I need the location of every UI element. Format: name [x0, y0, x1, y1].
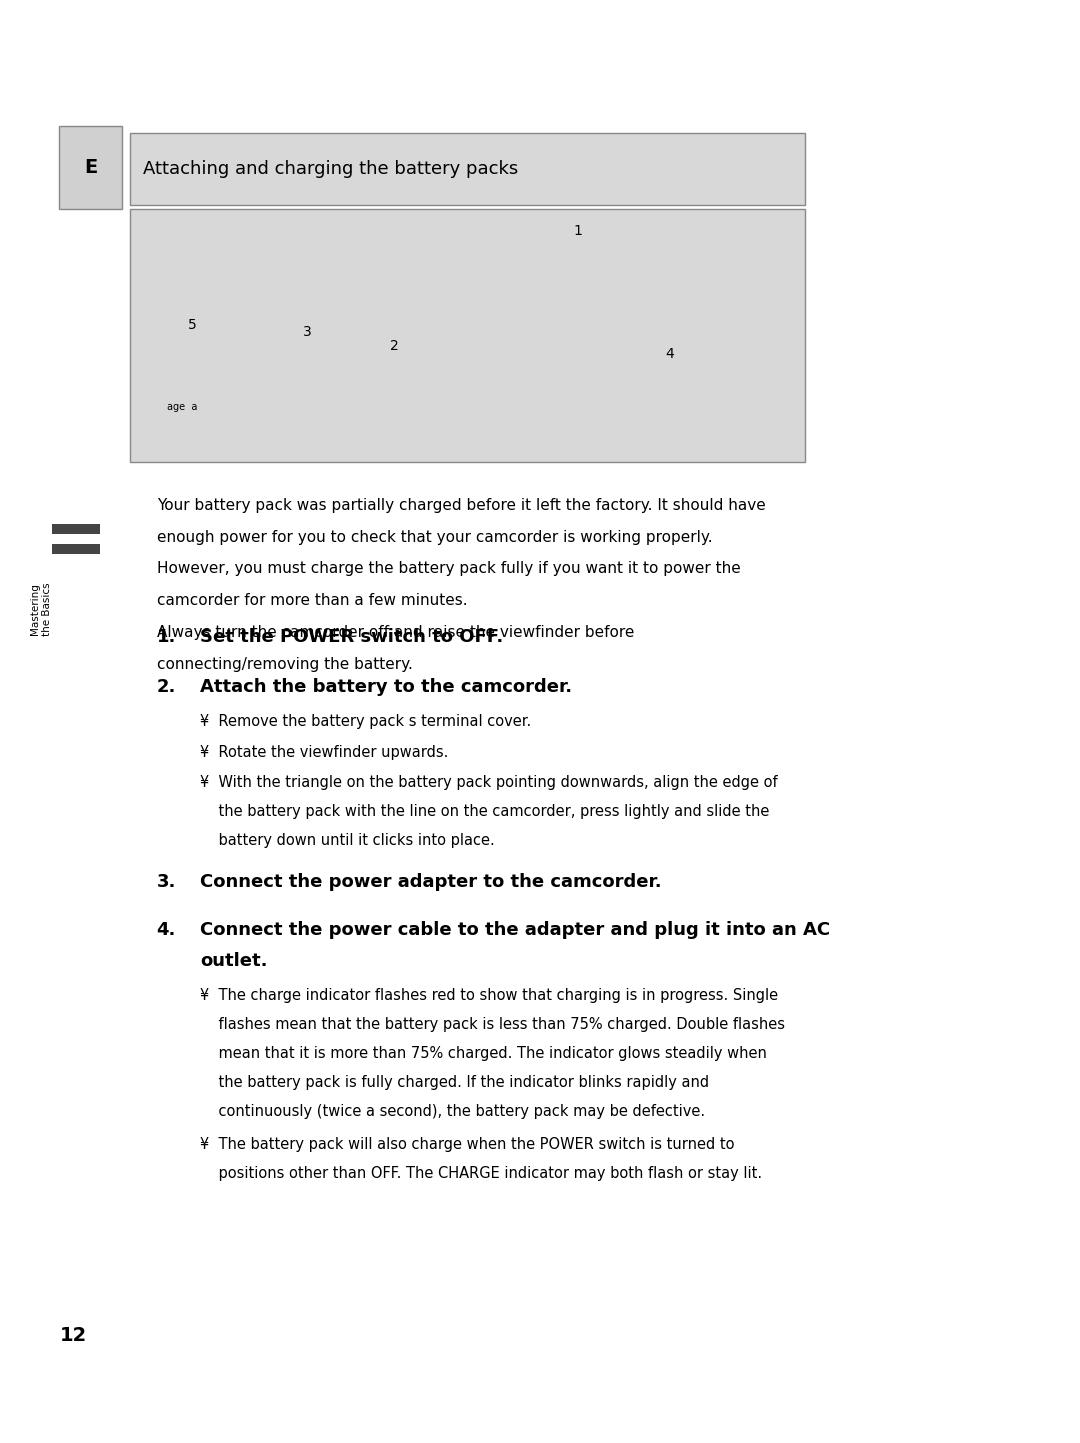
- FancyBboxPatch shape: [52, 524, 100, 534]
- Text: Mastering
the Basics: Mastering the Basics: [30, 582, 52, 636]
- Text: ¥  The charge indicator flashes red to show that charging is in progress. Single: ¥ The charge indicator flashes red to sh…: [200, 988, 778, 1003]
- Text: ¥  With the triangle on the battery pack pointing downwards, align the edge of: ¥ With the triangle on the battery pack …: [200, 775, 778, 789]
- Text: battery down until it clicks into place.: battery down until it clicks into place.: [200, 833, 495, 847]
- Text: flashes mean that the battery pack is less than 75% charged. Double flashes: flashes mean that the battery pack is le…: [200, 1017, 785, 1032]
- Text: 2.: 2.: [157, 678, 176, 696]
- FancyBboxPatch shape: [130, 209, 805, 462]
- Text: Attaching and charging the battery packs: Attaching and charging the battery packs: [143, 160, 517, 177]
- Text: the battery pack with the line on the camcorder, press lightly and slide the: the battery pack with the line on the ca…: [200, 804, 769, 818]
- Text: However, you must charge the battery pack fully if you want it to power the: However, you must charge the battery pac…: [157, 561, 741, 576]
- Text: Always turn the camcorder off and raise the viewfinder before: Always turn the camcorder off and raise …: [157, 625, 634, 639]
- Text: E: E: [84, 157, 97, 177]
- Text: 1: 1: [573, 224, 582, 238]
- Text: age  a: age a: [167, 403, 198, 411]
- Text: enough power for you to check that your camcorder is working properly.: enough power for you to check that your …: [157, 530, 712, 544]
- Text: 2: 2: [390, 339, 399, 354]
- FancyBboxPatch shape: [52, 544, 100, 554]
- Text: 5: 5: [188, 317, 197, 332]
- Text: 4.: 4.: [157, 921, 176, 938]
- Text: ¥  Remove the battery pack s terminal cover.: ¥ Remove the battery pack s terminal cov…: [200, 714, 531, 729]
- Text: outlet.: outlet.: [200, 952, 268, 970]
- Text: Set the POWER switch to OFF.: Set the POWER switch to OFF.: [200, 628, 503, 645]
- Text: continuously (twice a second), the battery pack may be defective.: continuously (twice a second), the batte…: [200, 1104, 705, 1118]
- FancyBboxPatch shape: [59, 126, 122, 209]
- Text: Attach the battery to the camcorder.: Attach the battery to the camcorder.: [200, 678, 572, 696]
- Text: 1.: 1.: [157, 628, 176, 645]
- Text: ¥  Rotate the viewfinder upwards.: ¥ Rotate the viewfinder upwards.: [200, 745, 448, 759]
- Text: 4: 4: [665, 346, 674, 361]
- Text: positions other than OFF. The CHARGE indicator may both flash or stay lit.: positions other than OFF. The CHARGE ind…: [200, 1166, 761, 1180]
- Text: camcorder for more than a few minutes.: camcorder for more than a few minutes.: [157, 593, 468, 608]
- Text: Connect the power adapter to the camcorder.: Connect the power adapter to the camcord…: [200, 873, 661, 890]
- Text: the battery pack is fully charged. If the indicator blinks rapidly and: the battery pack is fully charged. If th…: [200, 1075, 708, 1089]
- Text: ¥  The battery pack will also charge when the POWER switch is turned to: ¥ The battery pack will also charge when…: [200, 1137, 734, 1152]
- Text: connecting/removing the battery.: connecting/removing the battery.: [157, 657, 413, 671]
- FancyBboxPatch shape: [130, 133, 805, 205]
- Text: mean that it is more than 75% charged. The indicator glows steadily when: mean that it is more than 75% charged. T…: [200, 1046, 767, 1061]
- Text: 3.: 3.: [157, 873, 176, 890]
- Text: 3: 3: [303, 325, 312, 339]
- Text: Connect the power cable to the adapter and plug it into an AC: Connect the power cable to the adapter a…: [200, 921, 829, 938]
- Text: 12: 12: [59, 1326, 86, 1345]
- Text: Your battery pack was partially charged before it left the factory. It should ha: Your battery pack was partially charged …: [157, 498, 766, 512]
